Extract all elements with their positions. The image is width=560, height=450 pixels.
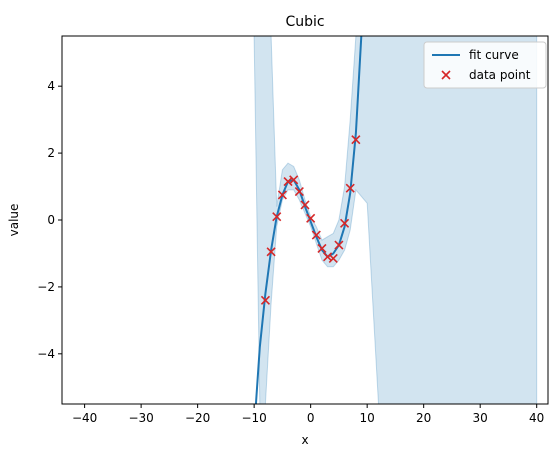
data-point-marker [260,295,271,305]
y-axis-label: value [7,204,21,237]
data-point-marker [289,175,299,185]
legend: fit curve data point [423,41,547,89]
fit-curve-line [254,36,363,404]
x-tick-label: −30 [128,411,153,425]
data-point-marker [328,253,338,264]
legend-marker-swatch [441,70,451,80]
x-tick-label: −10 [241,411,266,425]
legend-box [423,41,547,89]
y-tick-label: −2 [37,280,55,294]
y-tick-label: 2 [47,146,55,160]
y-axis: −4 −2 0 2 4 [37,79,62,361]
data-point-marker [311,230,321,240]
x-tick-label: 10 [360,411,375,425]
data-point-marker [351,135,361,145]
data-point-marker [294,186,304,197]
plot-area [84,36,538,404]
data-point-marker [283,176,293,187]
data-point-marker [277,190,287,200]
x-axis-label: x [301,433,308,447]
data-point-marker [339,218,350,228]
y-tick-label: −4 [37,347,55,361]
data-point-marker [334,240,344,250]
x-tick-label: 20 [416,411,431,425]
chart-title: Cubic [285,14,324,30]
y-tick-label: 4 [47,79,55,93]
data-point-marker [272,212,282,222]
legend-label-data-point: data point [469,68,531,82]
data-point-marker [266,247,276,257]
data-point-marker [323,252,333,262]
y-tick-label: 0 [47,213,55,227]
x-tick-label: −20 [185,411,210,425]
x-tick-label: 0 [307,411,315,425]
x-tick-label: −40 [72,411,97,425]
x-axis: −40 −30 −20 −10 0 10 20 30 40 [72,404,544,425]
legend-label-fit-curve: fit curve [469,48,519,62]
data-point-marker [300,200,310,210]
data-point-marker [306,213,316,223]
data-point-marker [345,183,355,193]
data-point-marker [317,243,327,254]
x-tick-label: 40 [529,411,544,425]
x-tick-label: 30 [473,411,488,425]
